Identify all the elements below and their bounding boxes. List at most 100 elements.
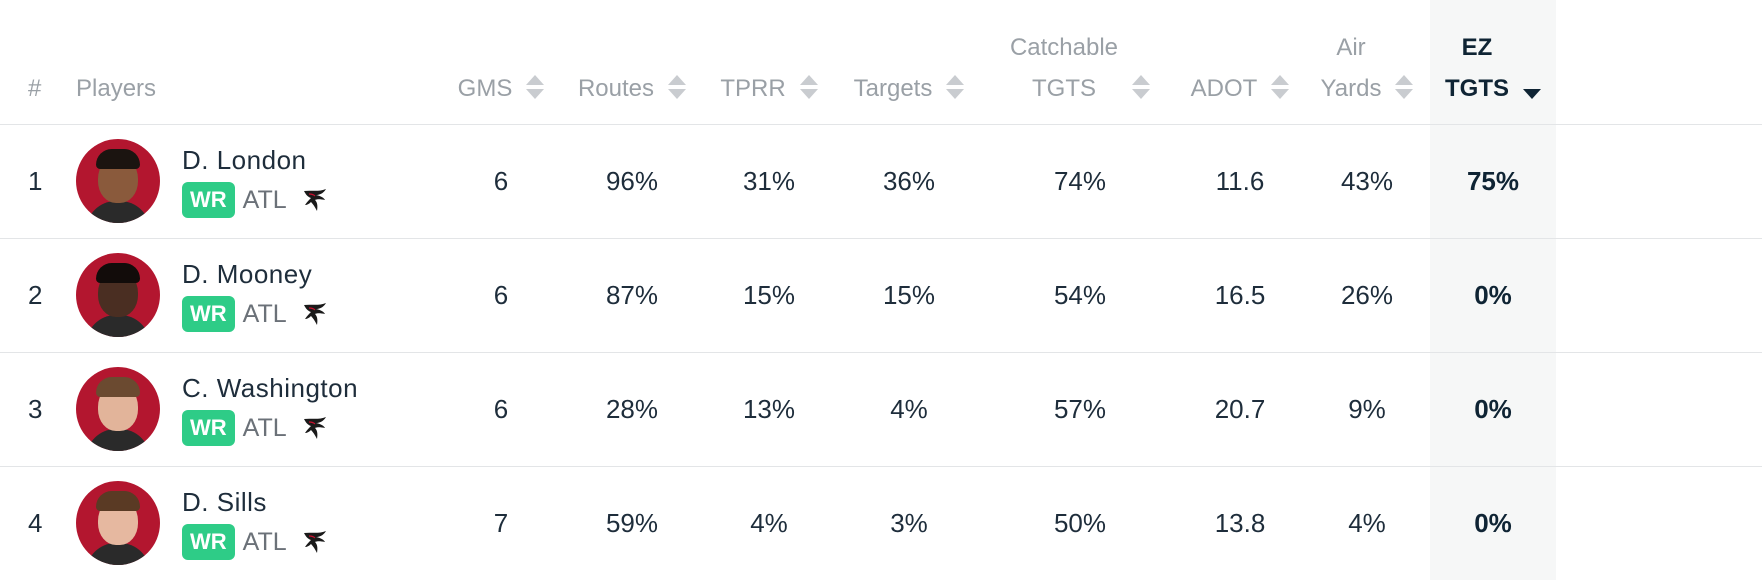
routes-cell: 96% <box>605 165 659 196</box>
tprr-cell: 4% <box>750 507 788 538</box>
rank-cell: 4 <box>28 507 43 538</box>
targets-cell: 4% <box>890 393 928 424</box>
header-text-line: ADOT <box>1190 74 1258 102</box>
column-header-ez[interactable]: EZ TGTS <box>1430 0 1556 124</box>
column-header-label: ADOT <box>1191 68 1258 109</box>
falcons-logo-icon <box>301 528 329 556</box>
header-text-line: GMS <box>457 74 513 102</box>
header-text-line: EZ <box>1461 33 1493 61</box>
position-badge: WR <box>182 182 235 218</box>
adot-cell: 11.6 <box>1215 165 1265 196</box>
player-cell[interactable]: D. Mooney WR ATL <box>60 238 442 352</box>
sort-arrows-icon[interactable] <box>1523 75 1541 99</box>
table-row[interactable]: 1 D. London WR ATL 6 96% 31% 36% 74% 11.6 43% 75% <box>0 124 1762 238</box>
header-text-line: # <box>28 74 42 102</box>
sort-arrows-icon[interactable] <box>1132 74 1151 99</box>
rank-cell: 3 <box>28 393 43 424</box>
sort-arrows-icon[interactable] <box>1395 74 1414 99</box>
sort-arrows-icon[interactable] <box>668 74 687 99</box>
falcons-logo-icon <box>301 414 329 442</box>
table-row[interactable]: 2 D. Mooney WR ATL 6 87% 15% 15% 54% 16.5 26% 0% <box>0 238 1762 352</box>
player-name[interactable]: D. London <box>182 145 307 175</box>
header-text-line: TGTS <box>1445 74 1509 102</box>
catchable-cell: 50% <box>1053 507 1107 538</box>
rank-cell: 1 <box>28 165 43 196</box>
routes-cell: 59% <box>605 507 659 538</box>
column-header-gms[interactable]: GMS <box>442 0 560 124</box>
adot-cell: 16.5 <box>1214 279 1266 310</box>
column-header-label: Players <box>76 68 156 109</box>
row-spacer <box>1556 466 1762 580</box>
team-abbr: ATL <box>242 299 287 328</box>
column-header-player: Players <box>60 0 442 124</box>
column-header-air[interactable]: Air Yards <box>1304 0 1430 124</box>
column-header-label: Routes <box>578 68 654 109</box>
player-name[interactable]: D. Sills <box>182 487 267 518</box>
table-row[interactable]: 3 C. Washington WR ATL 6 28% 13% 4% 57% 20.7 9% 0% <box>0 352 1762 466</box>
column-header-rank: # <box>0 0 60 124</box>
header-text-line: TPRR <box>720 74 786 102</box>
row-spacer <box>1556 352 1762 466</box>
column-header-label: TPRR <box>720 68 785 109</box>
team-abbr: ATL <box>242 527 287 556</box>
gms-cell: 6 <box>493 279 509 310</box>
catchable-cell: 74% <box>1053 165 1107 196</box>
table-body: 1 D. London WR ATL 6 96% 31% 36% 74% 11.6 43% 75% 2 D… <box>0 124 1762 580</box>
adot-cell: 20.7 <box>1214 393 1266 424</box>
column-header-label: Targets <box>854 68 933 109</box>
row-spacer <box>1556 238 1762 352</box>
avatar <box>76 367 160 451</box>
player-cell[interactable]: C. Washington WR ATL <box>60 352 442 466</box>
player-name[interactable]: D. Mooney <box>182 259 313 289</box>
air-cell: 43% <box>1340 165 1394 196</box>
header-text-line: TGTS <box>1031 74 1096 102</box>
air-cell: 4% <box>1348 507 1386 538</box>
position-badge: WR <box>182 410 235 446</box>
adot-cell: 13.8 <box>1214 507 1266 538</box>
player-cell[interactable]: D. Sills WR ATL <box>60 466 442 580</box>
column-header-label: EZ TGTS <box>1445 27 1509 109</box>
column-header-adot[interactable]: ADOT <box>1176 0 1304 124</box>
air-cell: 9% <box>1348 393 1386 424</box>
catchable-cell: 54% <box>1053 279 1107 310</box>
column-header-tprr[interactable]: TPRR <box>704 0 834 124</box>
header-text-line: Routes <box>577 74 655 102</box>
targets-cell: 3% <box>890 507 928 538</box>
column-header-catchable[interactable]: Catchable TGTS <box>984 0 1176 124</box>
sort-arrows-icon[interactable] <box>526 74 545 99</box>
player-name[interactable]: C. Washington <box>182 373 359 403</box>
tprr-cell: 13% <box>742 393 796 424</box>
tprr-cell: 15% <box>742 279 796 310</box>
avatar <box>76 253 160 337</box>
header-text-line: Catchable <box>1009 33 1119 61</box>
gms-cell: 7 <box>493 507 509 538</box>
routes-cell: 87% <box>605 279 659 310</box>
rank-cell: 2 <box>28 279 43 310</box>
ez-cell: 0% <box>1430 352 1556 466</box>
column-header-routes[interactable]: Routes <box>560 0 704 124</box>
ez-cell: 0% <box>1430 238 1556 352</box>
avatar <box>76 481 160 566</box>
ez-cell: 75% <box>1430 124 1556 238</box>
header-text-line: Players <box>76 74 157 102</box>
position-badge: WR <box>182 524 235 561</box>
header-row: # Players GMS Routes TPRR Targets Catchable TGT… <box>0 0 1762 124</box>
player-cell[interactable]: D. London WR ATL <box>60 124 442 238</box>
column-header-label: # <box>28 68 41 109</box>
row-spacer <box>1556 124 1762 238</box>
column-header-label: GMS <box>458 68 513 109</box>
team-abbr: ATL <box>242 413 287 442</box>
column-header-targets[interactable]: Targets <box>834 0 984 124</box>
team-abbr: ATL <box>242 185 287 214</box>
sort-arrows-icon[interactable] <box>946 74 965 99</box>
sort-arrows-icon[interactable] <box>799 74 818 99</box>
header-spacer <box>1556 0 1762 124</box>
targets-cell: 15% <box>882 279 936 310</box>
catchable-cell: 57% <box>1053 393 1107 424</box>
table-row[interactable]: 4 D. Sills WR ATL 7 59% 4% 3% 50% 13.8 4% 0% <box>0 466 1762 580</box>
header-text-line: Air <box>1336 33 1366 61</box>
ez-cell: 0% <box>1430 466 1556 580</box>
sort-arrows-icon[interactable] <box>1271 74 1290 99</box>
routes-cell: 28% <box>605 393 659 424</box>
